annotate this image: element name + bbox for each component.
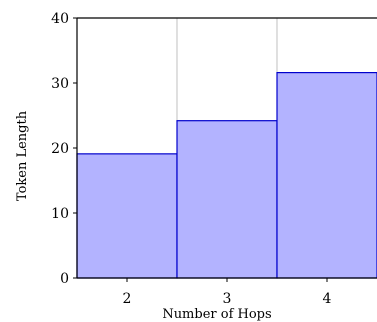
y-tick-label: 30 (51, 76, 69, 92)
y-ticks: 0 10 20 30 40 (51, 11, 77, 287)
x-ticks: 2 3 4 (123, 278, 332, 307)
bar-4 (276, 71, 377, 279)
x-axis-label: Number of Hops (162, 307, 271, 322)
y-tick-label: 0 (60, 271, 69, 287)
y-tick-label: 20 (51, 141, 69, 157)
y-axis-label: Token Length (15, 110, 30, 201)
x-tick-label: 2 (123, 291, 132, 307)
bar-2 (76, 153, 178, 279)
x-tick-label: 4 (323, 291, 332, 307)
bars (76, 71, 377, 279)
x-tick-label: 3 (223, 291, 232, 307)
bar-3 (176, 120, 278, 279)
y-tick-label: 40 (51, 11, 69, 27)
y-tick-label: 10 (51, 206, 69, 222)
